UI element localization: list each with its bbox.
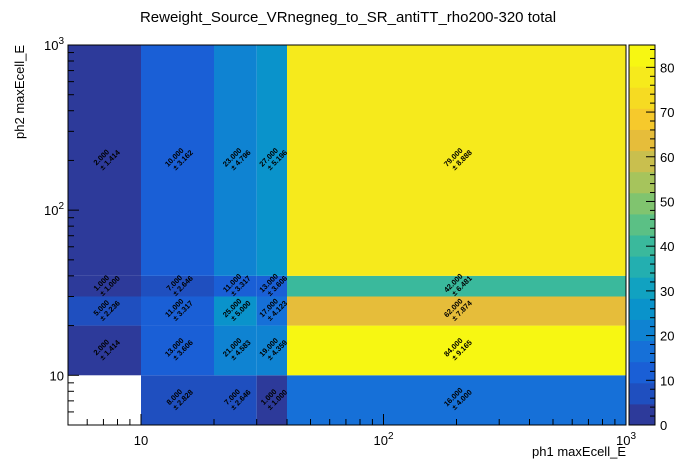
colorbar-tick-label: 10 bbox=[660, 373, 674, 388]
heatmap-cell bbox=[256, 45, 287, 276]
colorbar-tick-label: 60 bbox=[660, 150, 674, 165]
colorbar-swatch bbox=[629, 108, 655, 130]
colorbar-swatch bbox=[629, 361, 655, 384]
heatmap-cell bbox=[256, 325, 287, 376]
colorbar-swatch bbox=[629, 319, 655, 342]
y-axis-label: ph2 maxEcell_E bbox=[12, 45, 27, 139]
colorbar-swatch bbox=[629, 277, 655, 299]
heatmap-cell bbox=[140, 45, 214, 276]
colorbar-tick-label: 70 bbox=[660, 105, 674, 120]
colorbar-swatch bbox=[629, 256, 655, 278]
colorbar-swatch bbox=[629, 382, 655, 405]
colorbar-swatch bbox=[629, 129, 655, 152]
heatmap-cell bbox=[140, 296, 214, 326]
x-tick-label: 103 bbox=[616, 431, 636, 448]
heatmap-cell bbox=[213, 45, 257, 276]
heatmap-cell bbox=[213, 275, 257, 297]
heatmap-cell bbox=[286, 325, 626, 376]
heatmap-cell bbox=[68, 296, 141, 326]
heatmap-cell bbox=[256, 275, 287, 297]
heatmap-cell bbox=[213, 325, 257, 376]
colorbar-swatch bbox=[629, 150, 655, 173]
cells-layer bbox=[68, 45, 626, 425]
colorbar-swatch bbox=[629, 235, 655, 257]
chart-title: Reweight_Source_VRnegneg_to_SR_antiTT_rh… bbox=[140, 9, 556, 26]
heatmap-cell bbox=[68, 325, 141, 376]
heatmap-cell bbox=[286, 296, 626, 326]
colorbar-tick-label: 50 bbox=[660, 194, 674, 209]
colorbar-swatch bbox=[629, 340, 655, 363]
heatmap-cell bbox=[68, 275, 141, 297]
heatmap-cell bbox=[68, 45, 141, 276]
heatmap-cell bbox=[256, 296, 287, 326]
y-tick-label: 102 bbox=[44, 201, 64, 218]
heatmap-cell bbox=[213, 296, 257, 326]
colorbar-swatch bbox=[629, 45, 655, 67]
heatmap-cell bbox=[286, 275, 626, 297]
colorbar-swatch bbox=[629, 192, 655, 215]
colorbar-swatch bbox=[629, 213, 655, 236]
colorbar-swatch bbox=[629, 171, 655, 194]
heatmap-cell bbox=[213, 375, 257, 425]
colorbar: 0 10 20 30 40 50 60 70 80 bbox=[628, 44, 674, 433]
colorbar-frame bbox=[628, 44, 656, 426]
heatmap-cell bbox=[140, 275, 214, 297]
y-tick-label: 10 bbox=[50, 368, 64, 383]
colorbar-swatch bbox=[629, 403, 655, 426]
colorbar-swatch bbox=[629, 87, 655, 109]
axes-layer: 10 102 103 10 102 103 bbox=[44, 36, 636, 448]
heatmap-cell bbox=[286, 375, 626, 425]
x-tick-label: 10 bbox=[134, 433, 148, 448]
colorbar-tick-label: 20 bbox=[660, 329, 674, 344]
colorbar-swatch bbox=[629, 66, 655, 88]
y-tick-label: 103 bbox=[44, 36, 64, 53]
heatmap-cell bbox=[140, 375, 214, 425]
x-tick-label: 102 bbox=[373, 431, 393, 448]
plot-frame bbox=[67, 44, 627, 426]
heatmap-cell bbox=[140, 325, 214, 376]
colorbar-tick-label: 80 bbox=[660, 60, 674, 75]
colorbar-tick-label: 0 bbox=[660, 418, 667, 433]
colorbar-tick-label: 30 bbox=[660, 284, 674, 299]
heatmap-cell bbox=[256, 375, 287, 425]
x-axis-label: ph1 maxEcell_E bbox=[532, 444, 626, 459]
colorbar-tick-label: 40 bbox=[660, 239, 674, 254]
colorbar-swatch bbox=[629, 298, 655, 320]
heatmap-cell bbox=[286, 45, 626, 276]
